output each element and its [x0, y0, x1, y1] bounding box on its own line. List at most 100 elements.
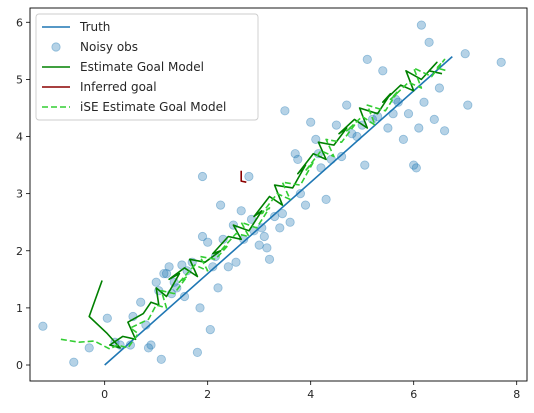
noisy-obs-point	[285, 217, 295, 227]
noisy-obs-point	[146, 340, 156, 350]
y-tick-label: 6	[16, 16, 23, 29]
noisy-obs-point	[293, 154, 303, 164]
noisy-obs-point	[336, 151, 347, 162]
noisy-obs-point	[223, 262, 233, 272]
noisy-obs-point	[264, 254, 275, 264]
noisy-obs-point	[403, 109, 414, 119]
noisy-obs-point	[203, 237, 213, 247]
noisy-obs-point	[257, 223, 267, 233]
y-tick-label: 0	[16, 359, 23, 372]
noisy-obs-point	[414, 123, 424, 133]
noisy-obs-point	[172, 283, 182, 293]
noisy-obs-point	[216, 200, 226, 210]
noisy-obs-point	[244, 171, 254, 182]
noisy-obs-point	[360, 160, 370, 170]
legend-label-estimate-goal-model: Estimate Goal Model	[80, 60, 204, 74]
y-tick-label: 3	[16, 188, 23, 201]
noisy-obs-point	[179, 291, 190, 302]
inferred-goal-line	[240, 170, 247, 183]
noisy-obs-point	[159, 268, 169, 279]
noisy-obs-point	[197, 171, 208, 182]
noisy-obs-point	[156, 354, 166, 364]
noisy-obs-point	[262, 243, 272, 253]
noisy-obs-point	[236, 206, 246, 216]
noisy-obs-point	[259, 231, 269, 242]
noisy-obs-point	[383, 123, 393, 133]
noisy-obs-point	[311, 134, 321, 144]
x-tick-label: 4	[307, 388, 314, 401]
plot-area	[38, 20, 506, 367]
noisy-obs-point	[218, 234, 228, 244]
x-tick-label: 0	[101, 388, 108, 401]
noisy-obs-point	[280, 106, 290, 116]
legend-label-ise-estimate-goal-model: iSE Estimate Goal Model	[80, 100, 226, 114]
x-tick-label: 6	[410, 388, 417, 401]
x-tick-label: 2	[204, 388, 211, 401]
noisy-obs-point	[342, 100, 352, 110]
x-tick-label: 8	[513, 388, 520, 401]
noisy-obs-point	[419, 97, 429, 107]
legend-box	[35, 13, 259, 121]
y-tick-label: 2	[16, 245, 23, 258]
noisy-obs-point	[411, 163, 421, 173]
noisy-obs-point	[84, 343, 94, 353]
noisy-obs-point	[393, 97, 403, 107]
noisy-obs-point	[496, 57, 506, 67]
y-tick-label: 4	[16, 131, 23, 144]
noisy-obs-point	[295, 189, 305, 199]
y-tick-label: 5	[16, 73, 23, 86]
legend-label-truth: Truth	[79, 20, 110, 34]
axes-frame	[29, 7, 528, 382]
noisy-obs-point	[231, 257, 241, 267]
noisy-obs-point	[388, 109, 398, 119]
noisy-obs-point	[277, 209, 287, 219]
legend-label-noisy-obs: Noisy obs	[80, 40, 138, 54]
noisy-obs-point	[69, 357, 79, 367]
noisy-obs-point	[352, 131, 362, 142]
noisy-obs-point	[136, 297, 146, 307]
legend: Truth Noisy obs Estimate Goal Model Inferre…	[35, 13, 259, 121]
noisy-obs-point	[269, 211, 280, 222]
noisy-obs-point	[254, 240, 264, 250]
axes: 0 2 4 6 8 0 1 2 3 4 5 6	[16, 7, 528, 401]
noisy-obs-point	[434, 83, 444, 93]
noisy-obs-point	[205, 324, 215, 335]
legend-swatch-noisy-obs	[51, 42, 61, 52]
noisy-obs-point	[424, 37, 434, 47]
noisy-obs-point	[463, 100, 473, 110]
noisy-obs-point	[143, 343, 154, 353]
noisy-obs-point	[213, 283, 223, 293]
noisy-obs-point	[331, 120, 341, 130]
noisy-obs-point	[38, 321, 48, 331]
noisy-obs-point	[460, 49, 470, 59]
noisy-obs-point	[161, 268, 172, 279]
noisy-obs-point	[275, 223, 285, 233]
truth-line	[104, 56, 453, 366]
noisy-obs-point	[290, 149, 300, 159]
noisy-obs-point	[321, 194, 331, 204]
noisy-obs-point	[197, 231, 208, 242]
noisy-obs-point	[398, 134, 408, 144]
noisy-obs-point	[164, 262, 174, 272]
noisy-obs-point	[409, 160, 419, 170]
legend-label-inferred-goal: Inferred goal	[80, 80, 157, 94]
noisy-obs-point	[300, 200, 311, 210]
noisy-obs-point	[208, 262, 218, 272]
noisy-obs-point	[378, 66, 388, 76]
noisy-obs-point	[306, 117, 316, 127]
y-tick-label: 1	[16, 302, 23, 315]
noisy-obs-point	[141, 320, 151, 330]
noisy-obs-point	[195, 303, 205, 313]
series-group	[38, 20, 506, 367]
noisy-obs-point	[439, 126, 450, 136]
noisy-obs-point	[362, 54, 372, 65]
ise-estimate-goal-model-line	[60, 58, 448, 350]
noisy-obs-point	[416, 20, 426, 30]
noisy-obs-point	[316, 163, 326, 173]
noisy-obs-point	[192, 347, 202, 357]
estimate-goal-model-line	[88, 61, 443, 349]
noisy-obs-point	[102, 313, 112, 323]
noisy-obs-point	[151, 277, 161, 287]
noisy-obs-point	[429, 114, 439, 125]
